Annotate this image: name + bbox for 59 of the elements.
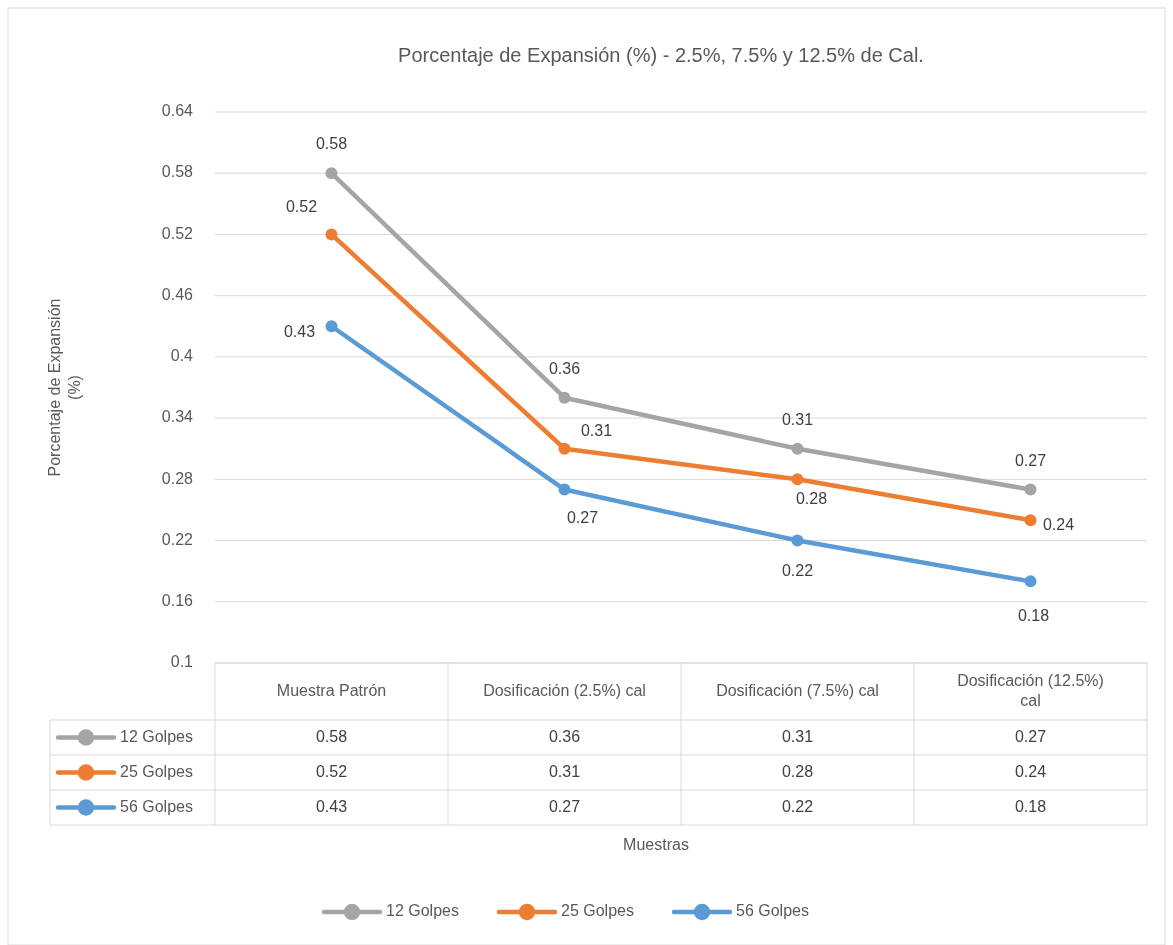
point [325,167,338,180]
y-tick-label: 0.28 [161,469,194,487]
y-tick-label: 0.16 [161,592,194,610]
text: 0.28 [781,762,814,780]
text: 0.52 [315,762,348,780]
text: 0.18 [1014,797,1047,815]
data-label: 0.58 [315,135,348,153]
text: 0.27 [1014,727,1047,745]
legend-label: 56 Golpes [120,797,193,815]
data-label: 0.52 [285,197,318,215]
point [1024,514,1037,527]
text: 12 Golpes [386,902,459,920]
y-tick-label: 0.64 [161,102,194,120]
y-tick-label: 0.58 [161,163,194,181]
legend-label: 12 Golpes [120,727,193,745]
x-tick-label: Dosificación (7.5%) cal [716,681,879,699]
x-tick-label: Muestra Patrón [276,681,387,699]
y-tick-label: 0.52 [161,224,194,242]
data-label: 0.28 [795,489,828,507]
point [558,442,571,455]
point [1024,483,1037,496]
data-label: 0.43 [283,323,316,341]
text: 0.36 [548,727,581,745]
point [791,442,804,455]
point [325,320,338,333]
point [791,473,804,486]
text: 0.58 [315,727,348,745]
x-tick-label: Dosificación (2.5%) cal [483,681,646,699]
text: Muestras [623,836,689,854]
text: 0.31 [548,762,581,780]
data-label: 0.27 [1014,451,1047,469]
data-label: 0.27 [566,508,599,526]
data-label: 0.31 [580,421,613,439]
y-tick-label: 0.1 [170,653,194,671]
point [325,228,338,241]
y-axis-title: Porcentaje de Expansión (%) [46,298,83,477]
data-label: 0.24 [1042,516,1075,534]
data-label: 0.18 [1017,606,1050,624]
text: 0.24 [1014,762,1047,780]
point [558,483,571,496]
legend-label: 25 Golpes [120,762,193,780]
point [791,534,804,547]
text: 0.27 [548,797,581,815]
x-tick-label: Dosificación (12.5%) cal [957,671,1104,709]
point [558,391,571,404]
point [1024,575,1037,588]
y-tick-label: 0.4 [170,347,194,365]
text: 0.43 [315,797,348,815]
y-tick-label: 0.22 [161,530,194,548]
y-tick-label: 0.46 [161,285,194,303]
text: 0.22 [781,797,814,815]
text: 0.31 [781,727,814,745]
text: 25 Golpes [561,902,634,920]
chart-title: Porcentaje de Expansión (%) - 2.5%, 7.5% y 12.5% de Cal. [398,44,924,66]
data-label: 0.22 [781,561,814,579]
text: 56 Golpes [736,902,809,920]
data-label: 0.36 [548,359,581,377]
y-tick-label: 0.34 [161,408,194,426]
data-label: 0.31 [781,410,814,428]
